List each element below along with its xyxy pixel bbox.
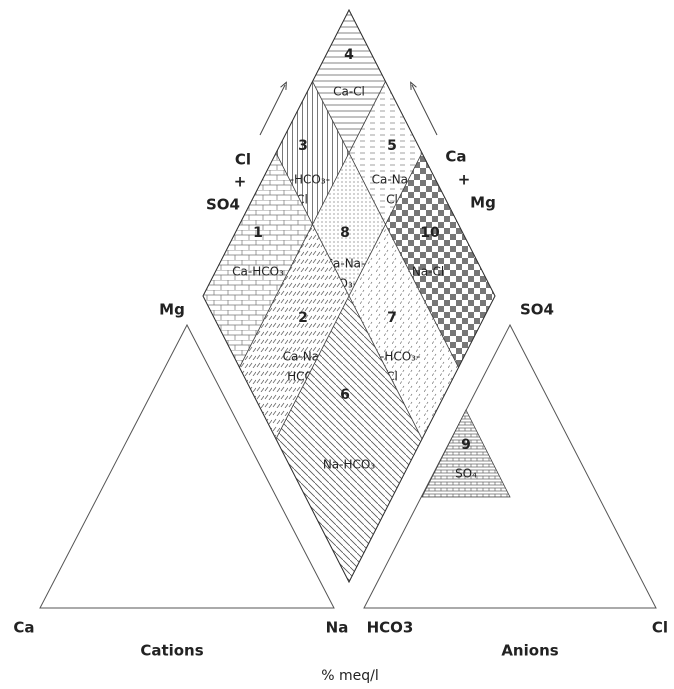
- region-label: Ca-Cl: [333, 85, 365, 99]
- regions: 4Ca-Cl3Ca-HCO₃-Cl5Ca-Na-Cl1Ca-HCO₃8Ca-Na…: [202, 9, 511, 583]
- units-label: % meq/l: [321, 668, 379, 684]
- corner-label: Ca: [13, 619, 34, 637]
- region-label: Ca-Na-: [325, 257, 366, 271]
- axis-label: Mg: [470, 194, 496, 212]
- axis-label: +: [458, 171, 471, 189]
- region-number: 7: [387, 310, 397, 326]
- region-label: Na-Cl: [412, 265, 444, 279]
- cations-label: Cations: [140, 642, 203, 660]
- corner-label: Cl: [652, 619, 668, 637]
- region-label: SO₄: [455, 467, 477, 481]
- region-number: 3: [298, 138, 308, 154]
- anions-label: Anions: [501, 642, 558, 660]
- region-area: [421, 409, 511, 498]
- region-number: 10: [420, 225, 440, 241]
- region-number: 9: [461, 437, 471, 453]
- region-number: 4: [344, 47, 354, 63]
- region-label: Cl: [296, 193, 308, 207]
- arrow: [259, 85, 285, 136]
- diamond-outline: [202, 8, 496, 584]
- region-number: 2: [298, 310, 308, 326]
- region-label: Cl: [386, 193, 398, 207]
- axis-label: Ca: [445, 148, 466, 166]
- corner-label: HCO3: [367, 619, 414, 637]
- axis-label: +: [234, 173, 247, 191]
- axis-label: Cl: [235, 151, 251, 169]
- cation-triangle: [39, 323, 335, 609]
- corner-label: Mg: [159, 301, 185, 319]
- corner-label: SO4: [520, 301, 554, 319]
- region-label: Na-HCO₃: [323, 458, 376, 472]
- region-number: 1: [253, 225, 263, 241]
- region-label: Ca-HCO₃: [232, 265, 284, 279]
- axis-label: SO4: [206, 196, 240, 214]
- region-label: Ca-Na-: [372, 173, 413, 187]
- region-number: 6: [340, 387, 350, 403]
- arrow: [412, 85, 438, 136]
- region-label: Cl: [386, 370, 398, 384]
- region-number: 8: [340, 225, 350, 241]
- region-label: Ca-Na-: [283, 350, 324, 364]
- corner-label: Na: [326, 619, 349, 637]
- region-number: 5: [387, 138, 397, 154]
